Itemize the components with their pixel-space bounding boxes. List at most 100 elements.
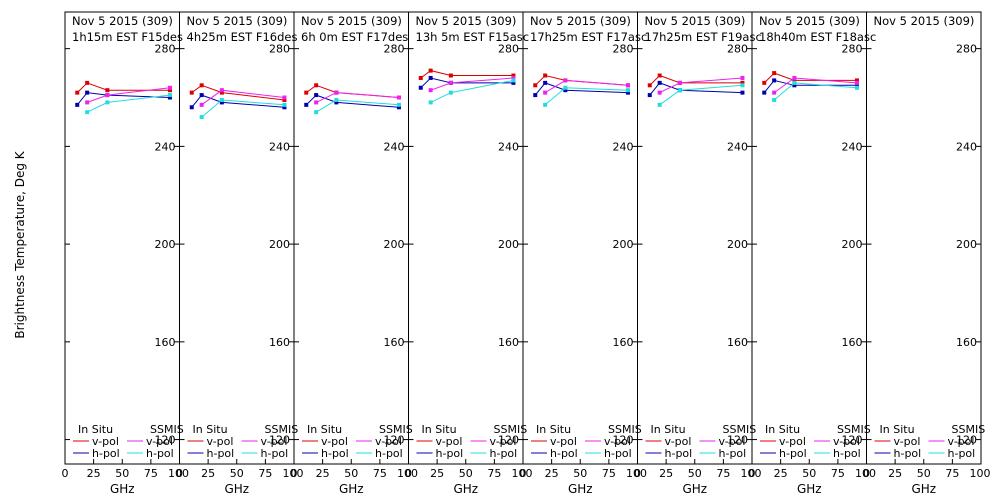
data-point-in_situ_v <box>448 73 453 78</box>
data-point-ssmis_h <box>563 85 568 90</box>
data-point-in_situ_h <box>625 90 630 95</box>
data-point-in_situ_h <box>396 105 401 110</box>
legend-label-ssmis-h-pol: h-pol <box>375 447 403 460</box>
data-point-ssmis_v <box>854 80 859 85</box>
x-axis-label: GHz <box>568 482 593 496</box>
y-tick-label: 280 <box>842 43 863 56</box>
x-tick-label: 75 <box>373 467 387 480</box>
y-tick-label: 200 <box>727 238 748 251</box>
data-point-ssmis_h <box>314 110 319 115</box>
y-tick-label: 160 <box>155 336 176 349</box>
data-point-in_situ_h <box>304 102 309 107</box>
y-tick-label: 240 <box>956 140 977 153</box>
data-point-in_situ_v <box>418 75 423 80</box>
y-tick-label: 160 <box>384 336 405 349</box>
series-line-in_situ_h <box>649 82 743 96</box>
data-point-in_situ_v <box>772 71 777 76</box>
data-point-in_situ_v <box>533 83 538 88</box>
series-line-in_situ_v <box>420 70 514 79</box>
data-point-in_situ_h <box>772 78 777 83</box>
data-point-ssmis_h <box>396 102 401 107</box>
x-tick-label: 50 <box>802 467 816 480</box>
y-tick-label: 280 <box>269 43 290 56</box>
x-tick-label: 0 <box>749 467 756 480</box>
legend-in-situ: In Situ <box>422 423 457 436</box>
data-point-ssmis_v <box>199 102 204 107</box>
data-point-in_situ_h <box>418 85 423 90</box>
data-point-in_situ_h <box>428 75 433 80</box>
x-axis-label: GHz <box>797 482 822 496</box>
data-point-ssmis_h <box>334 97 339 102</box>
x-tick-label: 100 <box>741 467 762 480</box>
legend-label-ssmis-h-pol: h-pol <box>833 447 861 460</box>
data-point-in_situ_v <box>428 68 433 73</box>
legend-in-situ: In Situ <box>307 423 342 436</box>
series-line-ssmis_h <box>544 87 628 106</box>
y-tick-label: 200 <box>498 238 519 251</box>
data-point-in_situ_v <box>167 88 172 93</box>
x-tick-label: 50 <box>115 467 129 480</box>
panel-title-date: Nov 5 2015 (309) <box>416 14 517 28</box>
data-point-in_situ_v <box>647 83 652 88</box>
series-line-in_situ_v <box>191 84 285 101</box>
data-point-in_situ_h <box>85 90 90 95</box>
data-point-ssmis_h <box>219 97 224 102</box>
y-tick-label: 200 <box>613 238 634 251</box>
y-tick-label: 200 <box>384 238 405 251</box>
legend-in-situ: In Situ <box>765 423 800 436</box>
x-tick-label: 25 <box>774 467 788 480</box>
data-point-ssmis_h <box>167 93 172 98</box>
series-line-in_situ_v <box>76 82 170 93</box>
y-tick-label: 240 <box>498 140 519 153</box>
legend-label-in-situ-v-pol: v-pol <box>92 435 119 448</box>
legend-label-ssmis-v-pol: v-pol <box>375 435 402 448</box>
data-point-ssmis_v <box>543 90 548 95</box>
data-point-ssmis_v <box>105 93 110 98</box>
x-tick-label: 0 <box>291 467 298 480</box>
legend-label-in-situ-v-pol: v-pol <box>894 435 921 448</box>
data-point-ssmis_h <box>543 102 548 107</box>
panel-3: Nov 5 2015 (309) 6h 0m EST F17des 120 160 20… <box>291 11 418 496</box>
x-axis-label: GHz <box>453 482 478 496</box>
panel-title-pass: 18h40m EST F18asc <box>759 30 876 44</box>
data-point-in_situ_v <box>854 78 859 83</box>
data-point-in_situ_v <box>314 83 319 88</box>
y-tick-label: 280 <box>498 43 519 56</box>
y-tick-label: 120 <box>155 434 176 447</box>
y-tick-label: 240 <box>842 140 863 153</box>
x-tick-label: 100 <box>397 467 418 480</box>
data-point-in_situ_v <box>105 88 110 93</box>
data-point-in_situ_v <box>282 97 287 102</box>
legend-ssmis: SSMIS <box>265 423 299 436</box>
legend-label-in-situ-h-pol: h-pol <box>321 447 349 460</box>
data-point-ssmis_v <box>314 100 319 105</box>
series-line-in_situ_h <box>191 94 285 108</box>
data-point-in_situ_h <box>563 88 568 93</box>
legend-label-ssmis-h-pol: h-pol <box>490 447 518 460</box>
series-line-in_situ_v <box>306 84 399 98</box>
panel-title-pass: 17h25m EST F17asc <box>530 30 647 44</box>
data-point-ssmis_v <box>428 88 433 93</box>
data-point-ssmis_h <box>199 115 204 120</box>
x-tick-label: 100 <box>626 467 647 480</box>
panel-title-pass: 6h 0m EST F17des <box>301 30 408 44</box>
data-point-in_situ_h <box>167 95 172 100</box>
legend-ssmis: SSMIS <box>723 423 757 436</box>
data-point-ssmis_v <box>334 90 339 95</box>
x-tick-label: 100 <box>970 467 991 480</box>
data-point-in_situ_v <box>304 90 309 95</box>
data-point-ssmis_v <box>282 95 287 100</box>
data-point-in_situ_v <box>762 80 767 85</box>
panel-6: Nov 5 2015 (309) 17h25m EST F19asc 120 160 2… <box>634 11 762 496</box>
y-tick-label: 200 <box>269 238 290 251</box>
y-tick-label: 200 <box>842 238 863 251</box>
legend-label-in-situ-v-pol: v-pol <box>436 435 463 448</box>
x-tick-label: 25 <box>87 467 101 480</box>
data-point-ssmis_v <box>167 85 172 90</box>
y-tick-label: 160 <box>956 336 977 349</box>
y-tick-label: 160 <box>269 336 290 349</box>
legend-label-in-situ-v-pol: v-pol <box>207 435 234 448</box>
legend-in-situ: In Situ <box>536 423 571 436</box>
x-tick-label: 0 <box>520 467 527 480</box>
series-line-in_situ_h <box>534 82 628 96</box>
